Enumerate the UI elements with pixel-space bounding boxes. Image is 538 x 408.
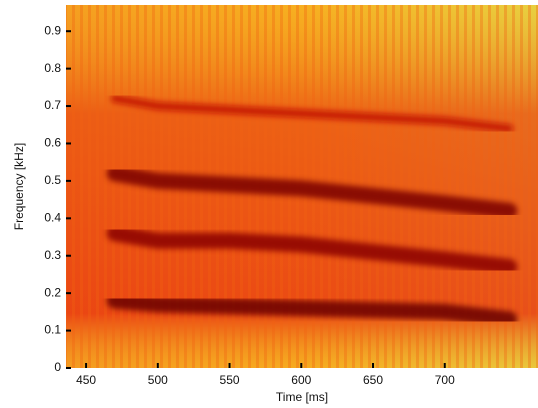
x-tick-label: 450 <box>76 373 96 387</box>
formant-track <box>110 94 514 133</box>
x-tick-label: 650 <box>363 373 383 387</box>
y-tick-label: 0.6 <box>44 136 61 150</box>
x-tick-label: 550 <box>220 373 240 387</box>
y-tick-label: 0.1 <box>44 323 61 337</box>
y-tick-label: 0 <box>54 360 61 374</box>
y-tick-label: 0.7 <box>44 98 61 112</box>
y-tick-label: 0.9 <box>44 23 61 37</box>
x-tick-label: 600 <box>291 373 311 387</box>
y-tick-label: 0.8 <box>44 61 61 75</box>
plot-area <box>66 5 538 368</box>
y-tick-label: 0.3 <box>44 248 61 262</box>
formant-track <box>106 292 518 328</box>
x-tick-label: 700 <box>435 373 455 387</box>
x-tick-label: 500 <box>148 373 168 387</box>
y-tick-label: 0.2 <box>44 285 61 299</box>
x-axis-label: Time [ms] <box>276 390 328 404</box>
y-tick-label: 0.4 <box>44 210 61 224</box>
formant-track <box>106 225 518 275</box>
formant-track <box>106 165 518 219</box>
y-axis-label: Frequency [kHz] <box>12 143 26 230</box>
y-tick-label: 0.5 <box>44 173 61 187</box>
